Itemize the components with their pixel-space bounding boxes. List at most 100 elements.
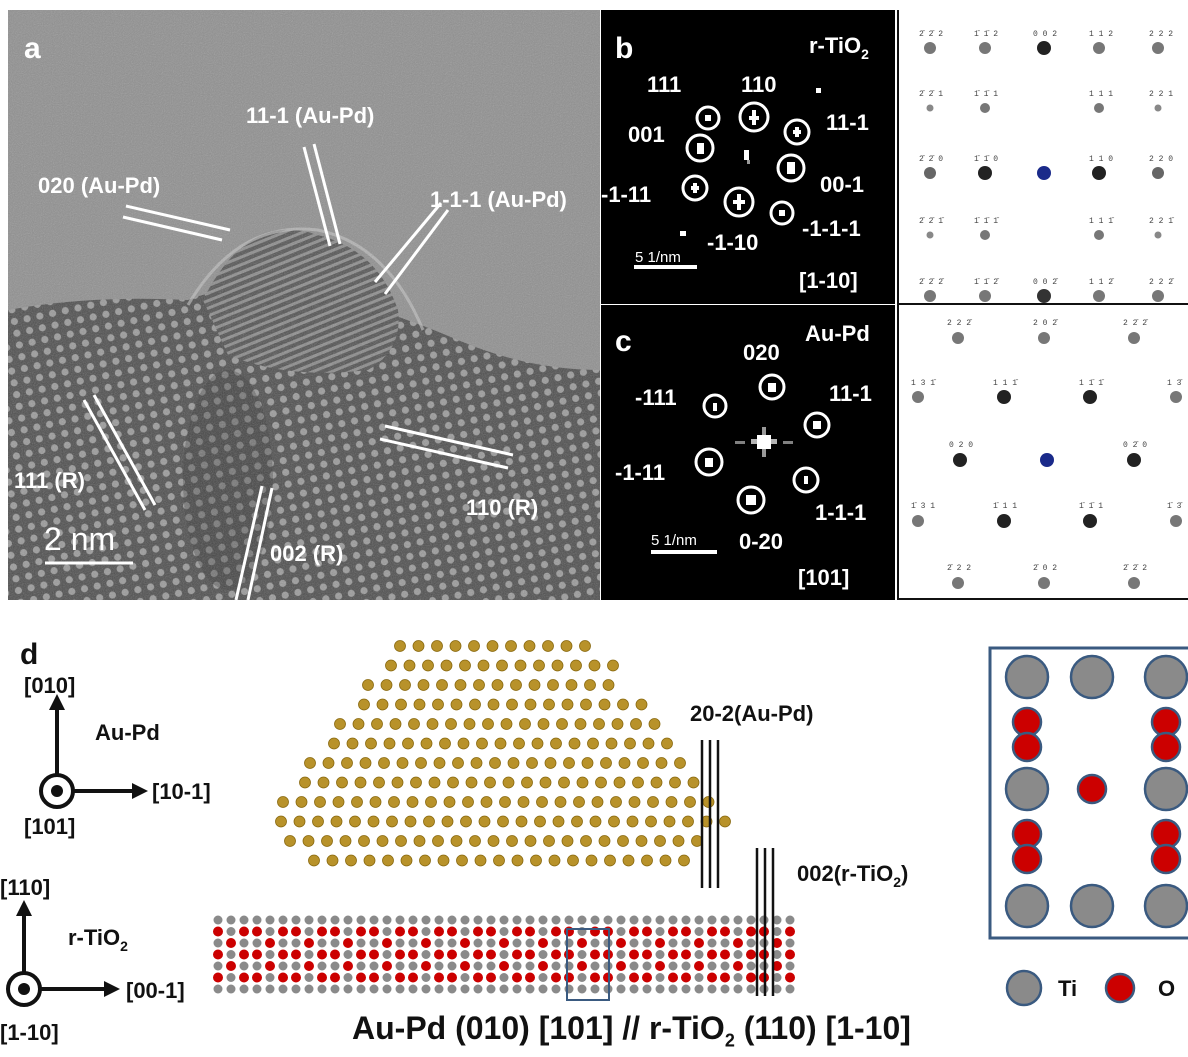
aupd-atom bbox=[602, 679, 615, 691]
ti-atom bbox=[785, 938, 795, 948]
ti-atom bbox=[629, 915, 639, 925]
ti-atom bbox=[564, 984, 574, 994]
ti-atom bbox=[720, 984, 730, 994]
ti-atom bbox=[772, 950, 782, 959]
ti-atom bbox=[720, 915, 730, 925]
o-atom bbox=[278, 949, 288, 960]
hrtem-image: a 11-1 (Au-Pd) 020 (Au-Pd) 1-1-1 (Au-Pd)… bbox=[8, 10, 600, 600]
sim-b-label: 2̄ 2̄ 2̄ bbox=[919, 278, 945, 287]
ti-atom bbox=[304, 984, 314, 994]
ti-atom bbox=[551, 938, 561, 948]
aupd-atom bbox=[618, 757, 631, 769]
aupd-atom bbox=[422, 659, 434, 672]
ti-atom bbox=[785, 915, 795, 925]
panel-b-zone-axis: [1-10] bbox=[799, 268, 858, 293]
ti-atom bbox=[733, 950, 743, 959]
o-atom bbox=[460, 961, 470, 971]
ti-atom bbox=[551, 915, 561, 925]
o-atom bbox=[213, 949, 223, 960]
ti-atom bbox=[551, 961, 561, 971]
o-atom bbox=[252, 949, 262, 960]
aupd-atom bbox=[468, 640, 480, 652]
panel-b-sim: 2̄ 2̄ 2 1̄ 1̄ 2 0 0 2 1 1 2 2 2 2 2̄ 2̄ … bbox=[897, 10, 1188, 305]
ti-atom bbox=[616, 927, 626, 936]
aupd-atom bbox=[719, 815, 731, 828]
axis-aupd-up: [010] bbox=[24, 673, 75, 698]
ti-atom bbox=[707, 938, 717, 948]
o-atom bbox=[642, 972, 652, 983]
o-atom bbox=[291, 972, 301, 983]
aupd-atom bbox=[317, 776, 330, 789]
aupd-atom bbox=[506, 835, 518, 847]
ti-atom bbox=[265, 984, 275, 994]
sim-c-label: 2 2 2̄ bbox=[947, 319, 973, 328]
ti-atom bbox=[265, 950, 275, 959]
ti-atom bbox=[304, 950, 314, 959]
label-002-tio2: 002(r-TiO2) bbox=[797, 861, 908, 890]
ti-atom bbox=[616, 915, 626, 925]
aupd-atom bbox=[537, 718, 550, 730]
sim-c-label: 2 0 2̄ bbox=[1033, 319, 1059, 328]
ti-atom bbox=[291, 938, 301, 948]
o-atom bbox=[681, 972, 691, 983]
label-020-aupd: 020 (Au-Pd) bbox=[38, 173, 160, 198]
ti-atom bbox=[395, 915, 405, 925]
sim-b-label: 1̄ 1̄ 1̄ bbox=[974, 217, 1000, 226]
o-atom bbox=[668, 972, 678, 983]
aupd-atom bbox=[558, 776, 570, 789]
o-atom bbox=[694, 938, 704, 948]
o-atom bbox=[395, 949, 405, 960]
ti-atom bbox=[408, 915, 418, 925]
ti-atom bbox=[252, 915, 262, 925]
aupd-atom bbox=[580, 698, 592, 711]
ti-atom bbox=[317, 938, 327, 948]
ti-atom bbox=[304, 973, 314, 982]
aupd-atom bbox=[363, 854, 376, 867]
aupd-atom bbox=[513, 737, 525, 750]
ti-atom bbox=[681, 961, 691, 971]
ti-atom bbox=[655, 950, 665, 959]
aupd-atom bbox=[383, 737, 396, 750]
aupd-atom bbox=[499, 796, 511, 808]
ti-atom bbox=[668, 915, 678, 925]
o-atom bbox=[772, 938, 782, 948]
o-atom bbox=[629, 926, 639, 937]
o-atom bbox=[577, 961, 587, 971]
aupd-atom bbox=[517, 796, 530, 808]
aupd-atom bbox=[635, 835, 648, 847]
o-atom bbox=[252, 972, 262, 983]
o-atom bbox=[304, 961, 314, 971]
aupd-atom bbox=[406, 796, 419, 808]
aupd-atom bbox=[496, 659, 508, 672]
aupd-atom bbox=[598, 698, 611, 711]
aupd-atom bbox=[484, 776, 496, 789]
ti-atom bbox=[330, 961, 340, 971]
panel-c-sim: 2 2 2̄ 2 0 2̄ 2 2̄ 2̄ 1 3 1̄ 1 1 1̄ 1 1̄… bbox=[897, 305, 1188, 600]
ti-atom bbox=[460, 973, 470, 982]
spot-c-0-20: 0-20 bbox=[739, 529, 783, 554]
spot-c--111: -111 bbox=[635, 385, 677, 410]
aupd-atom bbox=[489, 757, 501, 769]
o-atom bbox=[434, 949, 444, 960]
aupd-atom bbox=[505, 640, 517, 652]
aupd-atom bbox=[396, 757, 409, 769]
axes-aupd bbox=[39, 694, 148, 809]
aupd-atom bbox=[523, 640, 536, 652]
o-atom bbox=[356, 949, 366, 960]
aupd-atom bbox=[477, 659, 490, 672]
ti-atom bbox=[239, 915, 249, 925]
aupd-atom bbox=[302, 835, 315, 847]
aupd-atom bbox=[574, 718, 587, 730]
ti-atom bbox=[343, 984, 353, 994]
ti-atom bbox=[265, 915, 275, 925]
ti-atom bbox=[317, 961, 327, 971]
fft-b-image: b r-TiO2 111 110 11-1 001 00-1 -1-11 -1-… bbox=[601, 32, 869, 293]
aupd-atom bbox=[413, 835, 426, 847]
axes-tio2 bbox=[6, 900, 120, 1007]
o-atom bbox=[733, 961, 743, 971]
o-atom bbox=[434, 972, 444, 983]
aupd-atom bbox=[470, 757, 483, 769]
aupd-atom bbox=[573, 796, 585, 808]
ti-atom bbox=[421, 927, 431, 936]
aupd-atom bbox=[567, 854, 579, 867]
